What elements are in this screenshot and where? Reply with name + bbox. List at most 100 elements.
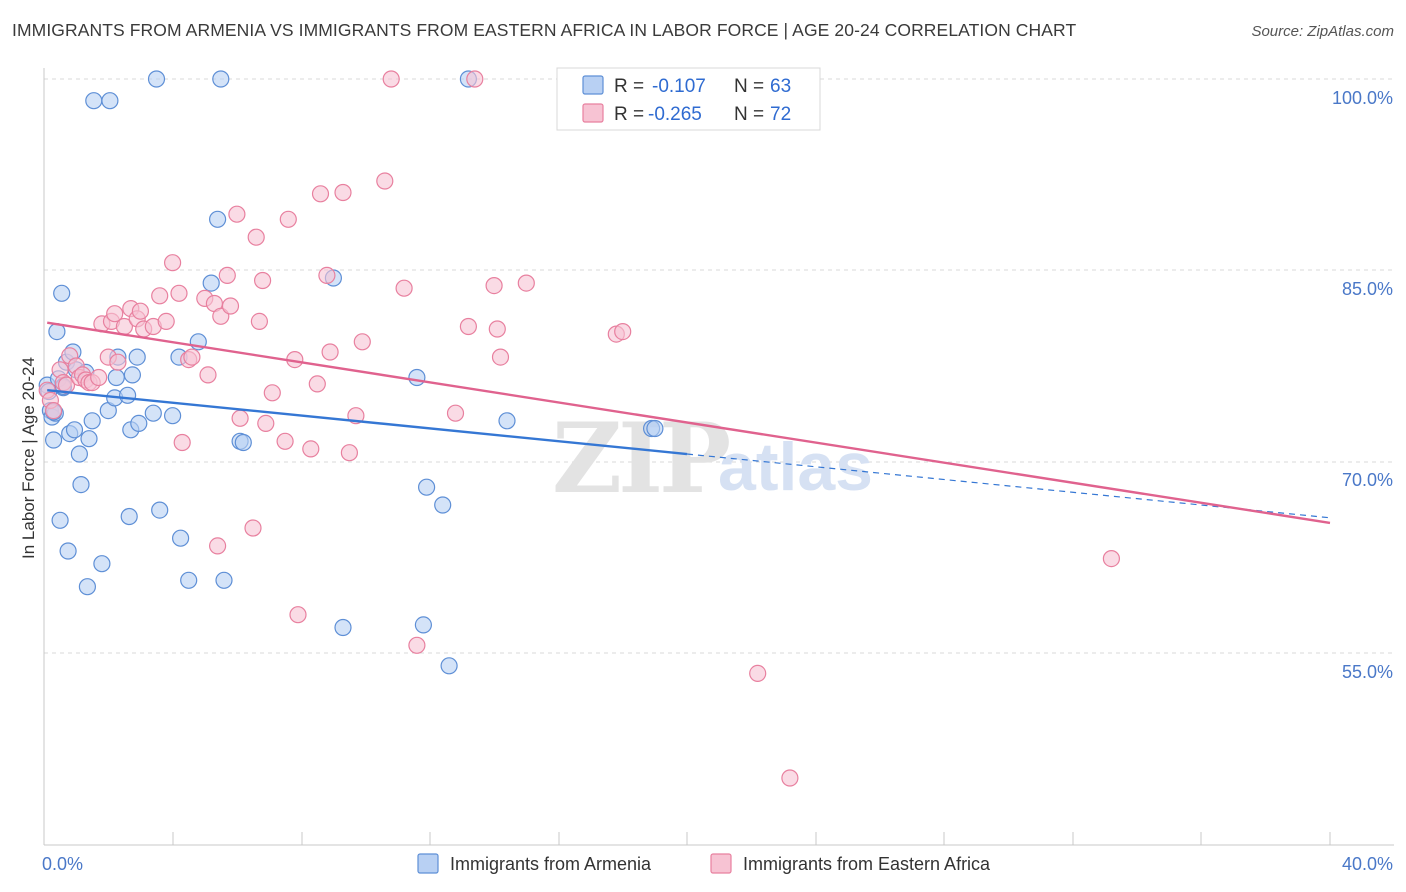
series-legend: Immigrants from Armenia Immigrants from … — [417, 853, 991, 874]
data-point-eafrica — [199, 366, 217, 384]
data-point-eafrica — [340, 444, 358, 462]
data-point-eafrica — [109, 353, 127, 371]
data-point-armenia — [151, 501, 169, 519]
data-point-armenia — [215, 571, 233, 589]
data-point-eafrica — [250, 312, 268, 330]
data-point-armenia — [78, 578, 97, 596]
trend-line-armenia-extension — [686, 453, 1331, 519]
data-point-eafrica — [221, 297, 240, 315]
data-point-armenia — [212, 70, 230, 88]
data-point-eafrica — [263, 384, 281, 402]
data-point-eafrica — [308, 375, 326, 393]
legend-r-value-armenia: -0.107 — [652, 76, 706, 97]
data-point-armenia — [334, 618, 352, 637]
data-point-eafrica — [517, 274, 535, 292]
legend-n-value-eafrica: 72 — [770, 104, 791, 125]
series-eafrica-points — [38, 70, 1121, 787]
data-point-armenia — [202, 274, 220, 292]
y-tick-label-70: 70.0% — [1342, 470, 1393, 490]
data-point-eafrica — [302, 440, 320, 458]
data-point-armenia — [172, 529, 190, 547]
legend-n-label-armenia: N = — [734, 76, 764, 97]
data-point-armenia — [144, 404, 162, 422]
legend-swatch-eafrica — [582, 103, 604, 123]
data-point-eafrica — [485, 277, 503, 295]
bottom-legend-label-eafrica: Immigrants from Eastern Africa — [743, 854, 991, 874]
data-point-eafrica — [257, 414, 275, 432]
data-point-eafrica — [749, 664, 767, 683]
y-tick-label-85: 85.0% — [1342, 279, 1393, 299]
y-axis-title: In Labor Force | Age 20-24 — [19, 357, 38, 559]
trend-line-eafrica — [47, 321, 1331, 525]
data-point-armenia — [414, 616, 432, 634]
data-point-armenia — [234, 433, 252, 452]
chart-title: IMMIGRANTS FROM ARMENIA VS IMMIGRANTS FR… — [12, 20, 1077, 40]
data-point-armenia — [209, 210, 227, 228]
data-point-armenia — [440, 657, 458, 675]
data-point-eafrica — [334, 183, 352, 202]
data-point-eafrica — [382, 70, 400, 88]
x-ticks — [172, 832, 1331, 845]
data-point-eafrica — [318, 266, 336, 284]
data-point-eafrica — [466, 70, 484, 88]
data-point-armenia — [130, 414, 148, 432]
data-point-eafrica — [395, 279, 413, 297]
data-point-eafrica — [459, 317, 477, 336]
data-point-armenia — [101, 92, 119, 110]
bottom-legend-swatch-eafrica — [710, 853, 732, 874]
data-point-armenia — [51, 511, 69, 529]
data-point-eafrica — [376, 172, 394, 190]
data-point-eafrica — [254, 271, 272, 290]
data-point-eafrica — [321, 343, 339, 361]
data-point-armenia — [83, 412, 101, 430]
data-point-eafrica — [279, 210, 297, 228]
watermark-zip: ZIP — [552, 402, 729, 515]
data-point-armenia — [53, 284, 71, 302]
x-tick-label-max: 40.0% — [1342, 854, 1393, 874]
data-point-eafrica — [276, 432, 294, 450]
data-point-eafrica — [244, 519, 262, 537]
data-point-eafrica — [164, 254, 182, 272]
watermark-atlas: atlas — [718, 429, 873, 505]
data-point-armenia — [498, 412, 516, 430]
data-point-armenia — [128, 348, 146, 366]
data-point-eafrica — [173, 433, 191, 452]
data-point-eafrica — [488, 320, 506, 338]
data-point-eafrica — [228, 205, 246, 223]
data-point-armenia — [123, 366, 141, 384]
legend-n-value-armenia: 63 — [770, 76, 791, 97]
legend-swatch-armenia — [582, 75, 604, 95]
data-point-eafrica — [289, 606, 307, 624]
data-point-armenia — [418, 478, 436, 496]
data-point-eafrica — [151, 287, 169, 305]
data-point-eafrica — [170, 284, 188, 302]
data-point-armenia — [44, 431, 63, 449]
data-point-eafrica — [90, 368, 108, 387]
x-tick-label-min: 0.0% — [42, 854, 83, 874]
data-point-eafrica — [247, 228, 265, 246]
data-point-eafrica — [311, 185, 330, 203]
correlation-legend: R = -0.107 N = 63 R = -0.265 N = 72 — [556, 67, 821, 131]
data-point-eafrica — [1102, 549, 1121, 568]
bottom-legend-label-armenia: Immigrants from Armenia — [450, 854, 652, 874]
data-point-eafrica — [408, 636, 426, 654]
data-point-armenia — [85, 92, 103, 110]
legend-r-value-eafrica: -0.265 — [648, 104, 702, 125]
data-point-armenia — [147, 70, 166, 88]
data-point-eafrica — [491, 348, 510, 366]
data-point-armenia — [65, 421, 84, 439]
gridlines — [44, 78, 1394, 654]
data-point-armenia — [72, 476, 90, 494]
data-point-eafrica — [614, 323, 632, 341]
data-point-eafrica — [44, 402, 63, 420]
data-point-armenia — [434, 496, 452, 514]
data-point-armenia — [70, 445, 89, 463]
data-point-armenia — [120, 507, 138, 526]
data-point-eafrica — [183, 348, 201, 366]
data-point-armenia — [80, 430, 98, 448]
data-point-armenia — [93, 555, 111, 573]
data-point-eafrica — [209, 537, 227, 555]
data-point-armenia — [180, 571, 198, 589]
trend-line-armenia — [47, 389, 688, 456]
